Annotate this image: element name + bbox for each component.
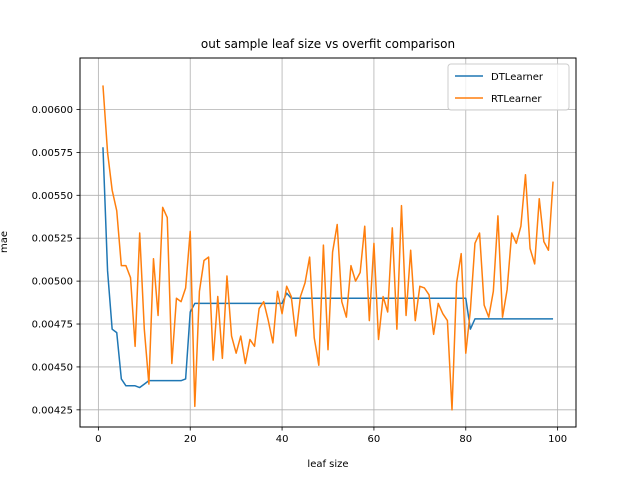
legend-label-dtlearner: DTLearner <box>491 72 544 83</box>
legend-label-rtlearner: RTLearner <box>491 94 542 105</box>
y-tick-label: 0.00575 <box>32 148 73 159</box>
x-tick-label: 40 <box>276 434 289 445</box>
y-tick-label: 0.00475 <box>32 320 73 331</box>
x-tick-label: 20 <box>184 434 197 445</box>
x-tick-label: 80 <box>459 434 472 445</box>
y-tick-label: 0.00525 <box>32 234 73 245</box>
x-axis-label: leaf size <box>307 459 348 470</box>
plot-frame <box>79 57 577 428</box>
x-tick-label: 0 <box>95 434 101 445</box>
y-tick-label: 0.00450 <box>32 362 73 373</box>
series-layer <box>102 85 554 411</box>
y-tick-label: 0.00600 <box>32 105 73 116</box>
legend: DTLearner RTLearner <box>447 63 570 111</box>
chart-title: out sample leaf size vs overfit comparis… <box>201 37 455 51</box>
series-line-dtlearner <box>102 147 554 389</box>
x-tick-label: 60 <box>368 434 381 445</box>
series-line-rtlearner <box>102 85 554 411</box>
y-axis-label: mae <box>0 231 10 253</box>
y-tick-label: 0.00500 <box>32 277 73 288</box>
axis-ticks: 0 20 40 60 80 100 0.00425 0.00450 0.00475 0.00500… <box>32 105 568 445</box>
y-tick-label: 0.00425 <box>32 405 73 416</box>
y-tick-label: 0.00550 <box>32 191 73 202</box>
x-tick-label: 100 <box>548 434 567 445</box>
